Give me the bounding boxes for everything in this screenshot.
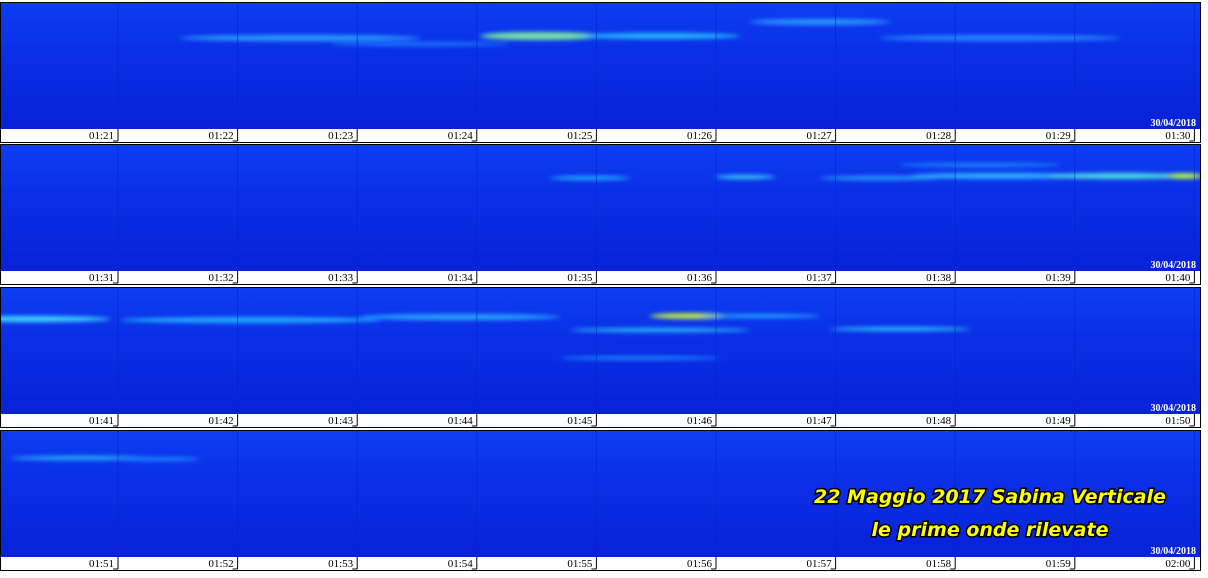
time-label: 01:21: [89, 130, 114, 142]
time-label: 01:36: [687, 272, 713, 284]
annotation-line: 22 Maggio 2017 Sabina Verticale: [814, 486, 1166, 508]
time-label: 01:48: [926, 415, 952, 427]
time-label: 01:44: [448, 415, 474, 427]
streak: [10, 456, 150, 460]
time-label: 01:52: [209, 558, 234, 570]
time-label: 01:42: [209, 415, 234, 427]
time-label: 02:00: [1165, 558, 1191, 570]
time-strip: [1, 557, 1200, 570]
time-label: 01:59: [1046, 558, 1072, 570]
date-label: 30/04/2018: [1150, 546, 1196, 557]
time-label: 01:47: [807, 415, 833, 427]
panel: 01:51 01:52 01:53 01:54 01:55 01:56 01:57 01:58…: [0, 430, 1201, 571]
time-label: 01:41: [89, 415, 114, 427]
time-label: 01:25: [567, 130, 593, 142]
date-label: 30/04/2018: [1150, 260, 1196, 271]
time-label: 01:31: [89, 272, 114, 284]
panel: 01:21 01:22 01:23 01:24 01:25 01:26 01:27 01:28…: [0, 2, 1201, 143]
time-label: 01:23: [328, 130, 354, 142]
time-label: 01:56: [687, 558, 713, 570]
date-label: 30/04/2018: [1150, 403, 1196, 414]
spectrogram: [0, 2, 1200, 129]
streak: [1167, 173, 1203, 179]
streak: [550, 176, 630, 180]
streak: [560, 356, 720, 360]
panel: 01:31 01:32 01:33 01:34 01:35 01:36 01:37 01:38…: [0, 144, 1203, 285]
spectrogram: [0, 144, 1200, 271]
time-label: 01:32: [209, 272, 234, 284]
time-label: 01:33: [328, 272, 354, 284]
time-label: 01:24: [448, 130, 474, 142]
time-label: 01:28: [926, 130, 952, 142]
streak: [580, 33, 740, 39]
date-label: 30/04/2018: [1150, 118, 1196, 129]
frame: [0, 430, 1201, 571]
time-label: 01:46: [687, 415, 713, 427]
streak: [480, 32, 600, 40]
time-label: 01:58: [926, 558, 952, 570]
signal: [180, 19, 1120, 46]
streak: [180, 35, 420, 41]
streak: [715, 175, 775, 179]
frame: [0, 287, 1201, 428]
streak: [360, 314, 560, 320]
streak: [570, 328, 750, 332]
time-label: 01:50: [1165, 415, 1191, 427]
time-label: 01:57: [807, 558, 833, 570]
time-label: 01:38: [926, 272, 952, 284]
streak: [880, 35, 1120, 41]
frame: [0, 2, 1201, 143]
time-label: 01:40: [1165, 272, 1191, 284]
annotation-line: le prime onde rilevate: [872, 519, 1109, 541]
time-label: 01:51: [89, 558, 114, 570]
time-label: 01:54: [448, 558, 474, 570]
streak: [830, 327, 970, 331]
time-label: 01:39: [1046, 272, 1072, 284]
streak: [650, 313, 730, 319]
frame: [0, 144, 1201, 285]
time-label: 01:30: [1165, 130, 1191, 142]
streak: [1050, 173, 1190, 179]
time-label: 01:49: [1046, 415, 1072, 427]
time-label: 01:37: [807, 272, 833, 284]
signal: [0, 313, 970, 360]
streak: [900, 163, 1060, 167]
spectrogram: [0, 287, 1200, 414]
time-strip: [1, 271, 1200, 284]
time-label: 01:35: [567, 272, 593, 284]
streak: [700, 314, 820, 318]
time-label: 01:55: [567, 558, 593, 570]
time-label: 01:45: [567, 415, 593, 427]
time-label: 01:27: [807, 130, 833, 142]
time-label: 01:29: [1046, 130, 1072, 142]
streak: [120, 457, 200, 461]
signal: [10, 456, 200, 461]
time-strip: [1, 129, 1200, 142]
streak: [820, 176, 940, 180]
time-strip: [1, 414, 1200, 427]
spectrogram: [0, 430, 1200, 557]
time-label: 01:22: [209, 130, 234, 142]
panel: 01:41 01:42 01:43 01:44 01:45 01:46 01:47 01:48…: [0, 287, 1201, 428]
time-label: 01:53: [328, 558, 354, 570]
time-label: 01:43: [328, 415, 354, 427]
streak: [120, 317, 380, 323]
streak: [750, 19, 890, 25]
time-label: 01:34: [448, 272, 474, 284]
streak: [0, 316, 110, 322]
streak: [330, 42, 510, 46]
time-label: 01:26: [687, 130, 713, 142]
